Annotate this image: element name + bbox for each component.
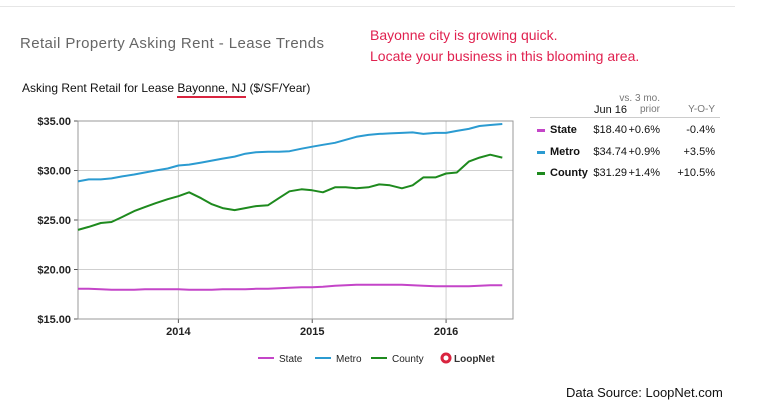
annotation-text: Bayonne city is growing quick. Locate yo… <box>370 25 639 67</box>
table-header-date: Jun 16 <box>593 104 627 116</box>
chart-heading-prefix: Asking Rent Retail for Lease <box>22 81 178 95</box>
table-row-state-value: $18.40 <box>593 124 627 136</box>
legend-label-state: State <box>279 354 303 365</box>
y-tick-label: $20.00 <box>37 265 71 277</box>
table-header-yoy: Y-O-Y <box>688 104 715 115</box>
chart-heading: Asking Rent Retail for Lease Bayonne, NJ… <box>22 81 311 98</box>
data-source-note: Data Source: LoopNet.com <box>566 385 723 400</box>
plot-frame <box>77 120 514 320</box>
table-swatch-metro <box>537 151 545 154</box>
table-row-county-yoy: +10.5% <box>677 167 715 179</box>
table-swatch-county <box>537 172 545 175</box>
table-row-metro-prior: +0.9% <box>628 146 661 158</box>
table-header-divider <box>530 117 720 118</box>
top-divider <box>0 6 735 7</box>
chart-heading-city: Bayonne, NJ <box>177 81 247 98</box>
y-tick-label: $30.00 <box>37 166 71 178</box>
table-row-metro-value: $34.74 <box>593 146 627 158</box>
y-tick-label: $15.00 <box>37 314 71 326</box>
annotation-line-2: Locate your business in this blooming ar… <box>370 48 640 64</box>
table-row-metro-name: Metro <box>550 146 580 158</box>
legend-brand-label: LoopNet <box>454 354 495 365</box>
legend-label-county: County <box>392 354 424 365</box>
x-tick-label: 2015 <box>300 326 324 338</box>
table-row-state-prior: +0.6% <box>628 124 661 136</box>
series-line-county <box>77 153 503 231</box>
y-tick-label: $35.00 <box>37 116 71 128</box>
y-tick-label: $25.00 <box>37 215 71 227</box>
loopnet-logo-icon-center <box>443 355 449 361</box>
table-header-prior-top: vs. 3 mo. <box>619 93 660 104</box>
table-row-state-yoy: -0.4% <box>686 124 715 136</box>
table-row-state-name: State <box>550 124 577 136</box>
legend-label-metro: Metro <box>336 354 362 365</box>
table-row-metro-yoy: +3.5% <box>683 146 716 158</box>
table-swatch-state <box>537 129 545 132</box>
table-row-county-name: County <box>550 167 588 179</box>
series-line-state <box>78 283 503 291</box>
x-tick-label: 2016 <box>434 326 458 338</box>
table-row-county-value: $31.29 <box>593 167 627 179</box>
table-row-county-prior: +1.4% <box>628 167 661 179</box>
chart-heading-suffix: ($/SF/Year) <box>246 81 311 95</box>
table-header-prior-bottom: prior <box>639 104 660 115</box>
x-tick-label: 2014 <box>166 326 191 338</box>
page-title: Retail Property Asking Rent - Lease Tren… <box>20 35 325 52</box>
series-line-metro <box>77 123 503 183</box>
annotation-line-1: Bayonne city is growing quick. <box>370 27 558 43</box>
